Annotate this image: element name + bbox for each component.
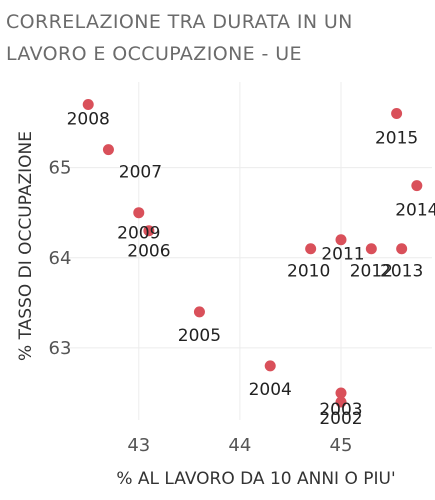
point-label: 2010 (287, 262, 330, 282)
y-tick-label: 65 (49, 158, 72, 179)
data-point (411, 180, 423, 192)
point-label: 2009 (117, 224, 160, 244)
chart-title-line-2: LAVORO E OCCUPAZIONE - UE (6, 43, 302, 65)
data-points (82, 99, 423, 408)
data-point (264, 360, 276, 372)
point-label: 2006 (127, 242, 170, 262)
data-point (133, 207, 145, 219)
y-axis-label: % TASSO DI OCCUPAZIONE (16, 131, 36, 361)
chart-title: CORRELAZIONE TRA DURATA IN UN LAVORO E O… (6, 6, 426, 70)
point-label: 2012 (350, 262, 393, 282)
x-tick-label: 44 (228, 435, 251, 456)
data-point (396, 243, 408, 255)
data-point (365, 243, 377, 255)
x-tick-labels: 43 44 45 (127, 435, 352, 456)
data-point (335, 234, 347, 246)
point-label: 2004 (249, 380, 292, 400)
data-point (193, 306, 205, 318)
data-point (102, 144, 114, 156)
point-label: 2002 (319, 409, 362, 429)
data-point (82, 99, 94, 111)
data-point (305, 243, 317, 255)
point-label: 2014 (395, 201, 435, 221)
point-label: 2007 (119, 163, 162, 183)
point-label: 2015 (375, 129, 418, 149)
y-tick-label: 63 (49, 338, 72, 359)
point-label: 2005 (178, 326, 221, 346)
data-point (143, 225, 155, 237)
point-label: 2013 (380, 262, 423, 282)
point-label: 2011 (321, 245, 364, 265)
data-point (335, 387, 347, 399)
chart-title-line-1: CORRELAZIONE TRA DURATA IN UN (6, 11, 353, 33)
grid-lines (68, 82, 432, 420)
point-label: 2008 (67, 110, 110, 130)
point-label: 2003 (319, 400, 362, 420)
data-point (391, 108, 403, 120)
x-tick-label: 45 (330, 435, 353, 456)
data-point (335, 396, 347, 408)
x-tick-label: 43 (127, 435, 150, 456)
x-axis-label: % AL LAVORO DA 10 ANNI O PIU' (116, 469, 395, 489)
y-tick-labels: 63 64 65 (49, 158, 72, 359)
y-tick-label: 64 (49, 248, 72, 269)
